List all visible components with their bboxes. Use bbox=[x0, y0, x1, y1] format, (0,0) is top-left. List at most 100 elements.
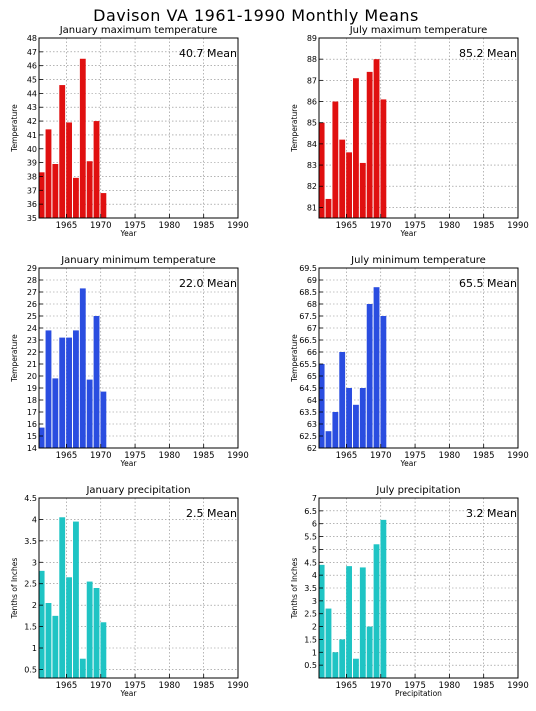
x-axis-label: Year bbox=[400, 229, 418, 238]
y-tick-label: 46 bbox=[27, 62, 37, 71]
bar-1964 bbox=[59, 85, 66, 218]
bar-1961 bbox=[318, 364, 325, 448]
y-tick-label: 48 bbox=[27, 34, 37, 43]
y-tick-label: 84 bbox=[307, 140, 317, 149]
y-tick-label: 28 bbox=[27, 276, 37, 285]
chart-panel-5: 0.5 1 1.5 2 2.5 3 3.5 4 4.5 1965 1970 1975 1980 1985 1… bbox=[10, 485, 249, 698]
y-tick-label: 62 bbox=[307, 444, 317, 453]
x-tick-label: 1985 bbox=[473, 451, 495, 461]
y-tick-label: 47 bbox=[27, 48, 37, 57]
y-tick-label: 5 bbox=[312, 545, 317, 554]
bar-1962 bbox=[325, 608, 332, 678]
y-tick-label: 18 bbox=[27, 396, 37, 405]
y-tick-label: 82 bbox=[307, 182, 317, 191]
bar-1963 bbox=[332, 101, 339, 218]
x-axis-label: Year bbox=[400, 459, 418, 468]
bar-1966 bbox=[353, 404, 359, 448]
plot-frame bbox=[38, 37, 239, 219]
chart-title: January precipitation bbox=[85, 485, 190, 496]
x-tick-label: 1990 bbox=[507, 451, 529, 461]
bar-1969 bbox=[93, 588, 100, 678]
x-tick-label: 1990 bbox=[507, 681, 529, 691]
y-tick-label: 20 bbox=[27, 372, 37, 381]
bar-1970 bbox=[380, 99, 387, 218]
x-tick-label: 1990 bbox=[227, 221, 249, 231]
y-tick-label: 4 bbox=[32, 515, 37, 524]
x-tick-label: 1985 bbox=[193, 221, 215, 231]
plot-frame bbox=[38, 267, 239, 449]
y-tick-label: 63.5 bbox=[299, 408, 317, 417]
y-tick-label: 2 bbox=[32, 601, 37, 610]
bar-1968 bbox=[366, 626, 373, 678]
y-tick-label: 7 bbox=[312, 494, 317, 503]
y-tick-label: 14 bbox=[27, 444, 37, 453]
y-tick-label: 0.5 bbox=[304, 661, 317, 670]
x-tick-label: 1975 bbox=[404, 451, 426, 461]
y-tick-label: 4.5 bbox=[24, 494, 37, 503]
page-title: Davison VA 1961-1990 Monthly Means bbox=[93, 6, 419, 25]
bar-1962 bbox=[325, 198, 332, 218]
bar-1965 bbox=[346, 388, 352, 448]
bar-1970 bbox=[100, 391, 107, 448]
y-tick-label: 86 bbox=[307, 98, 317, 107]
bar-1962 bbox=[45, 129, 52, 218]
bar-1964 bbox=[59, 337, 66, 448]
x-tick-label: 1980 bbox=[439, 451, 461, 461]
bar-1968 bbox=[86, 581, 93, 678]
y-tick-label: 42 bbox=[27, 117, 37, 126]
x-tick-label: 1970 bbox=[370, 451, 392, 461]
y-tick-label: 3.5 bbox=[24, 537, 37, 546]
y-tick-label: 17 bbox=[27, 408, 37, 417]
bar-1966 bbox=[73, 521, 79, 678]
bar-1961 bbox=[38, 427, 45, 448]
y-tick-label: 89 bbox=[307, 34, 317, 43]
chart-panel-4: 62 62.5 63 63.5 64 64.5 65 65.5 66 66.5 67 67.5 68 68… bbox=[290, 255, 529, 468]
x-tick-label: 1965 bbox=[56, 681, 78, 691]
bar-1967 bbox=[359, 388, 366, 448]
bar-1964 bbox=[339, 352, 346, 448]
bar-1965 bbox=[346, 566, 352, 678]
bar-1963 bbox=[52, 615, 59, 678]
y-tick-label: 4.5 bbox=[304, 558, 317, 567]
bar-1965 bbox=[66, 337, 72, 448]
x-tick-label: 1985 bbox=[193, 451, 215, 461]
y-tick-label: 3.5 bbox=[304, 584, 317, 593]
bar-1968 bbox=[366, 71, 373, 218]
y-tick-label: 27 bbox=[27, 288, 37, 297]
x-tick-label: 1965 bbox=[336, 451, 358, 461]
y-tick-label: 65 bbox=[307, 372, 317, 381]
mean-label: 85.2 Mean bbox=[459, 47, 517, 60]
y-tick-label: 66.5 bbox=[299, 336, 317, 345]
bar-1967 bbox=[79, 58, 86, 219]
bar-1961 bbox=[38, 172, 45, 218]
bar-1970 bbox=[380, 519, 387, 678]
y-tick-label: 5.5 bbox=[304, 533, 317, 542]
bar-1969 bbox=[93, 121, 100, 218]
y-axis-label: Temperature bbox=[290, 334, 299, 383]
bar-1961 bbox=[318, 122, 325, 218]
y-axis-label: Temperature bbox=[10, 104, 19, 153]
y-tick-label: 1.5 bbox=[24, 623, 37, 632]
x-tick-label: 1990 bbox=[507, 221, 529, 231]
y-tick-label: 2.5 bbox=[24, 580, 37, 589]
x-tick-label: 1985 bbox=[193, 681, 215, 691]
x-tick-label: 1965 bbox=[336, 681, 358, 691]
x-tick-label: 1990 bbox=[227, 451, 249, 461]
y-tick-label: 63 bbox=[307, 420, 317, 429]
y-tick-label: 45 bbox=[27, 76, 37, 85]
bar-1963 bbox=[52, 164, 59, 218]
y-tick-label: 35 bbox=[27, 214, 37, 223]
bar-1968 bbox=[366, 304, 373, 448]
x-tick-label: 1980 bbox=[159, 221, 181, 231]
y-tick-label: 15 bbox=[27, 432, 37, 441]
x-tick-label: 1975 bbox=[124, 681, 146, 691]
mean-label: 65.5 Mean bbox=[459, 277, 517, 290]
bar-1961 bbox=[38, 570, 45, 678]
y-tick-label: 1.5 bbox=[304, 635, 317, 644]
y-tick-label: 37 bbox=[27, 186, 37, 195]
bar-1968 bbox=[86, 161, 93, 218]
bar-1962 bbox=[325, 431, 332, 448]
chart-title: January minimum temperature bbox=[60, 255, 216, 266]
x-axis-label: Year bbox=[120, 689, 138, 698]
